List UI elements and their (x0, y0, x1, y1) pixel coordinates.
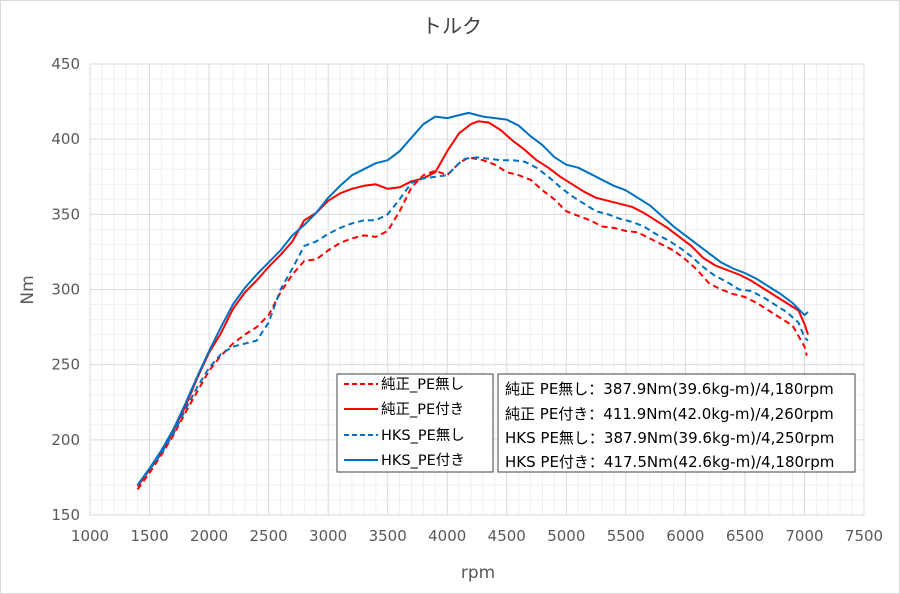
x-tick-label: 7500 (845, 527, 883, 545)
x-axis-ticks: 1000 1500 2000 2500 3000 3500 4000 4500 5000 5500… (71, 527, 883, 545)
x-tick-label: 5000 (547, 527, 585, 545)
x-tick-label: 2000 (190, 527, 228, 545)
series-line-3 (136, 111, 809, 486)
chart-title: トルク (422, 14, 482, 38)
y-tick-label: 200 (51, 431, 80, 449)
x-tick-label: 3000 (309, 527, 347, 545)
y-axis-title: Nm (18, 275, 38, 304)
legend: 純正_PE無し 純正_PE付き HKS_PE無し HKS_PE付き (336, 373, 494, 473)
annotation-line-0: 純正 PE無し：387.9Nm(39.6kg-m)/4,180rpm (505, 380, 834, 398)
x-tick-label: 4500 (488, 527, 526, 545)
y-axis-ticks: 150 200 250 300 350 400 450 (51, 55, 80, 524)
y-tick-label: 450 (51, 55, 80, 73)
x-tick-label: 4000 (428, 527, 466, 545)
x-tick-label: 2500 (250, 527, 288, 545)
legend-label-2: HKS_PE無し (381, 427, 465, 444)
series-line-2 (136, 156, 809, 486)
x-tick-label: 7000 (785, 527, 823, 545)
x-tick-label: 6500 (726, 527, 764, 545)
y-tick-label: 300 (51, 281, 80, 299)
legend-label-0: 純正_PE無し (381, 376, 464, 393)
x-tick-label: 6000 (666, 527, 704, 545)
annotation-line-1: 純正 PE付き：411.9Nm(42.0kg-m)/4,260rpm (505, 405, 834, 423)
annotation-line-2: HKS PE無し：387.9Nm(39.6kg-m)/4,250rpm (505, 429, 834, 447)
x-tick-label: 1000 (71, 527, 109, 545)
y-tick-label: 350 (51, 205, 80, 223)
x-tick-label: 3500 (369, 527, 407, 545)
series-line-1 (136, 120, 809, 487)
legend-box (336, 373, 494, 473)
series-layer (136, 111, 809, 490)
peak-annotation: 純正 PE無し：387.9Nm(39.6kg-m)/4,180rpm 純正 PE… (497, 373, 856, 473)
legend-label-1: 純正_PE付き (381, 401, 464, 418)
annotation-line-3: HKS PE付き：417.5Nm(42.6kg-m)/4,180rpm (505, 453, 834, 471)
x-tick-label: 1500 (130, 527, 168, 545)
x-tick-label: 5500 (607, 527, 645, 545)
y-tick-label: 400 (51, 130, 80, 148)
annotation-box (497, 373, 856, 473)
y-tick-label: 250 (51, 356, 80, 374)
x-axis-title: rpm (461, 563, 495, 583)
y-tick-label: 150 (51, 506, 80, 524)
legend-label-3: HKS_PE付き (381, 452, 465, 469)
series-line-0 (136, 156, 808, 490)
